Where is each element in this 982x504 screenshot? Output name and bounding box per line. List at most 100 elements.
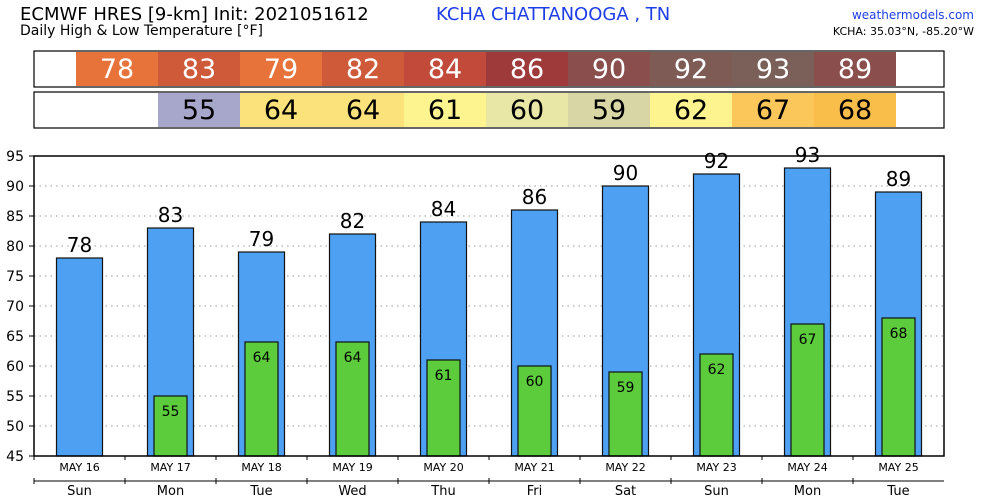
y-tick-label: 45 xyxy=(6,449,24,465)
high-strip-cell xyxy=(568,52,650,86)
y-tick-label: 70 xyxy=(6,299,24,315)
high-strip-cell xyxy=(814,52,896,86)
low-bar xyxy=(790,323,825,457)
y-tick-label: 55 xyxy=(6,389,24,405)
high-strip-value: 86 xyxy=(510,54,544,85)
low-bar xyxy=(153,395,188,457)
x-tick-label: MAY 16 xyxy=(59,461,99,474)
low-bar-label: 60 xyxy=(526,374,544,390)
high-bar-label: 84 xyxy=(431,197,456,221)
high-strip-cell xyxy=(486,52,568,86)
high-strip-value: 84 xyxy=(428,54,462,85)
weekday-label: Mon xyxy=(157,484,184,499)
y-tick-label: 60 xyxy=(6,359,24,375)
high-strip-cell xyxy=(732,52,814,86)
low-strip-value: 64 xyxy=(346,95,380,126)
low-bar-label: 59 xyxy=(617,380,635,396)
y-tick-label: 90 xyxy=(6,179,24,195)
low-strip-value: 61 xyxy=(428,95,462,126)
weekday-label: Fri xyxy=(527,484,543,499)
high-strip-cell xyxy=(158,52,240,86)
high-strip-value: 79 xyxy=(264,54,298,85)
high-strip-value: 82 xyxy=(346,54,380,85)
high-strip-value: 78 xyxy=(100,54,134,85)
low-bar-label: 64 xyxy=(344,350,362,366)
low-strip-cell xyxy=(486,93,568,127)
y-tick-label: 85 xyxy=(6,209,24,225)
chart-subtitle: Daily High & Low Temperature [°F] xyxy=(20,23,263,39)
x-tick-label: MAY 19 xyxy=(332,461,372,474)
low-bar-label: 67 xyxy=(799,332,817,348)
weekday-label: Sun xyxy=(704,484,729,499)
station-coords: KCHA: 35.03°N, -85.20°W xyxy=(832,25,974,38)
low-strip-value: 64 xyxy=(264,95,298,126)
weekday-label: Tue xyxy=(249,484,272,499)
temperature-strips: 78 83 79 82 84 86 90 92 93 89 55 64 64 61 60 59 62 67 68 xyxy=(33,50,945,129)
low-strip-cell xyxy=(814,93,896,127)
high-bar-label: 93 xyxy=(795,143,820,167)
high-bar-label: 92 xyxy=(704,149,729,173)
low-bar-label: 64 xyxy=(253,350,271,366)
high-strip-value: 92 xyxy=(674,54,708,85)
y-tick-label: 50 xyxy=(6,419,24,435)
high-strip-cell xyxy=(322,52,404,86)
high-strip-cell xyxy=(650,52,732,86)
high-strip-cell xyxy=(240,52,322,86)
high-bar-label: 79 xyxy=(249,227,274,251)
low-bar xyxy=(244,341,279,457)
low-strip-value: 68 xyxy=(838,95,872,126)
low-strip-cell xyxy=(240,93,322,127)
high-strip-cell xyxy=(404,52,486,86)
high-bar-label: 83 xyxy=(158,203,183,227)
site-link[interactable]: weathermodels.com xyxy=(851,8,974,22)
low-strip-cell xyxy=(404,93,486,127)
x-tick-label: MAY 23 xyxy=(696,461,736,474)
low-strip-cell xyxy=(322,93,404,127)
x-tick-label: MAY 17 xyxy=(150,461,190,474)
high-strip-cell xyxy=(76,52,158,86)
high-bar xyxy=(55,257,104,457)
low-strip-cell xyxy=(650,93,732,127)
high-strip-value: 93 xyxy=(756,54,790,85)
x-tick-label: MAY 25 xyxy=(878,461,918,474)
high-bar-label: 82 xyxy=(340,209,365,233)
x-tick-label: MAY 24 xyxy=(787,461,827,474)
low-strip-cell xyxy=(158,93,240,127)
chart-title: ECMWF HRES [9-km] Init: 2021051612 xyxy=(20,4,369,25)
low-bar-label: 62 xyxy=(708,362,726,378)
y-tick-label: 75 xyxy=(6,269,24,285)
low-strip-cell xyxy=(568,93,650,127)
y-tick-label: 65 xyxy=(6,329,24,345)
low-bar-label: 55 xyxy=(162,404,180,420)
low-bar xyxy=(608,371,643,457)
station-name: KCHA CHATTANOOGA , TN xyxy=(436,4,671,25)
weekday-label: Wed xyxy=(338,484,366,499)
x-tick-label: MAY 21 xyxy=(514,461,554,474)
weekday-label: Sat xyxy=(615,484,636,499)
high-bar-label: 90 xyxy=(613,161,638,185)
low-bar-label: 68 xyxy=(890,326,908,342)
x-tick-label: MAY 18 xyxy=(241,461,281,474)
weekday-label: Tue xyxy=(886,484,909,499)
y-tick-label: 95 xyxy=(6,149,24,165)
high-bar-label: 86 xyxy=(522,185,547,209)
high-strip-value: 89 xyxy=(838,54,872,85)
weekday-label: Thu xyxy=(430,484,455,499)
low-bar-label: 61 xyxy=(435,368,453,384)
y-tick-label: 80 xyxy=(6,239,24,255)
x-tick-label: MAY 20 xyxy=(423,461,463,474)
high-strip-value: 90 xyxy=(592,54,626,85)
low-bar xyxy=(517,365,552,457)
low-strip-value: 67 xyxy=(756,95,790,126)
low-bar xyxy=(699,353,734,457)
low-strip-value: 55 xyxy=(182,95,216,126)
high-strip-value: 83 xyxy=(182,54,216,85)
low-strip-value: 59 xyxy=(592,95,626,126)
weekday-label: Mon xyxy=(794,484,821,499)
bar-plot: 78 83 55 79 64 82 64 84 61 86 60 90 59 92 62 93 67 89 68 45… xyxy=(6,143,945,499)
low-strip-value: 62 xyxy=(674,95,708,126)
high-bar-label: 78 xyxy=(67,233,92,257)
low-strip-value: 60 xyxy=(510,95,544,126)
low-strip-cell xyxy=(732,93,814,127)
